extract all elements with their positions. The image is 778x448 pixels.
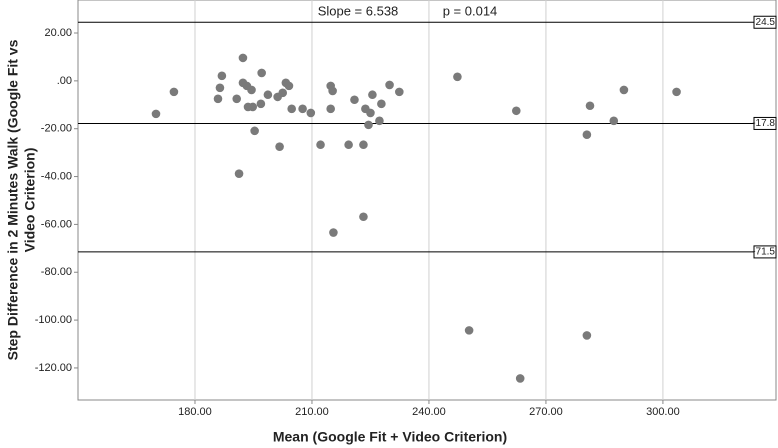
reference-label: -71.5 bbox=[752, 247, 775, 258]
data-point bbox=[385, 80, 394, 90]
data-point bbox=[284, 81, 294, 91]
data-point bbox=[366, 108, 375, 118]
reference-label: 24.5 bbox=[756, 17, 776, 28]
data-point bbox=[232, 94, 242, 104]
data-point bbox=[453, 72, 462, 82]
data-point bbox=[511, 106, 521, 116]
x-tick-label: 240.00 bbox=[412, 406, 446, 418]
data-point bbox=[350, 95, 359, 105]
data-point bbox=[582, 130, 592, 139]
reference-label-box bbox=[753, 245, 777, 259]
data-point bbox=[582, 331, 592, 340]
data-point bbox=[263, 90, 273, 100]
y-tick-label: -100.00 bbox=[35, 314, 72, 326]
data-point bbox=[359, 140, 368, 150]
data-point bbox=[234, 169, 244, 178]
data-point bbox=[256, 99, 266, 109]
data-point bbox=[247, 85, 256, 95]
data-point bbox=[375, 116, 384, 126]
data-point bbox=[359, 212, 368, 222]
y-axis-title: Step Difference in 2 Minutes Walk (Googl… bbox=[5, 39, 38, 360]
annotation-p: p = 0.014 bbox=[443, 3, 498, 18]
x-tick-label: 300.00 bbox=[646, 406, 680, 418]
data-point bbox=[609, 116, 619, 126]
data-point bbox=[287, 104, 296, 114]
x-tick-label: 180.00 bbox=[178, 406, 212, 418]
y-tick-label: -60.00 bbox=[41, 218, 72, 230]
data-point bbox=[275, 142, 284, 151]
data-point bbox=[151, 109, 161, 119]
y-tick-label: .00 bbox=[57, 75, 72, 87]
y-tick-label: -20.00 bbox=[41, 123, 72, 135]
data-point bbox=[619, 85, 629, 95]
data-point bbox=[213, 94, 223, 104]
x-tick-label: 210.00 bbox=[295, 406, 329, 418]
data-point bbox=[169, 87, 179, 97]
data-point bbox=[377, 99, 386, 109]
x-tick-label: 270.00 bbox=[529, 406, 563, 418]
data-point bbox=[515, 374, 525, 383]
data-point bbox=[395, 87, 404, 97]
y-axis-title-line: Video Criterion) bbox=[22, 148, 38, 253]
annotation-slope: Slope = 6.538 bbox=[318, 3, 399, 18]
y-tick-label: -40.00 bbox=[41, 170, 72, 182]
data-point bbox=[585, 101, 595, 111]
plot-area bbox=[77, 0, 777, 401]
reference-label-box bbox=[753, 116, 777, 130]
data-point bbox=[326, 104, 335, 114]
y-tick-label: 20.00 bbox=[44, 27, 72, 39]
y-tick-label: -80.00 bbox=[41, 266, 72, 278]
data-point bbox=[257, 68, 266, 78]
data-point bbox=[344, 140, 353, 150]
reference-label: -17.8 bbox=[752, 118, 775, 129]
data-point bbox=[368, 90, 377, 100]
data-point bbox=[238, 53, 248, 63]
y-tick-label: -120.00 bbox=[35, 362, 72, 374]
data-point bbox=[250, 126, 259, 136]
data-point bbox=[329, 228, 338, 237]
data-point bbox=[464, 326, 474, 335]
y-axis-title-line: Step Difference in 2 Minutes Walk (Googl… bbox=[5, 39, 21, 360]
data-point bbox=[215, 83, 225, 93]
data-point bbox=[217, 71, 227, 81]
x-axis-title: Mean (Google Fit + Video Criterion) bbox=[273, 429, 507, 445]
reference-label-box bbox=[753, 15, 777, 29]
data-point bbox=[364, 120, 373, 130]
data-point bbox=[248, 102, 257, 112]
data-point bbox=[298, 104, 307, 114]
data-point bbox=[278, 88, 288, 98]
data-point bbox=[316, 140, 325, 150]
data-point bbox=[306, 108, 316, 118]
data-point bbox=[672, 87, 681, 97]
data-point bbox=[328, 86, 337, 96]
